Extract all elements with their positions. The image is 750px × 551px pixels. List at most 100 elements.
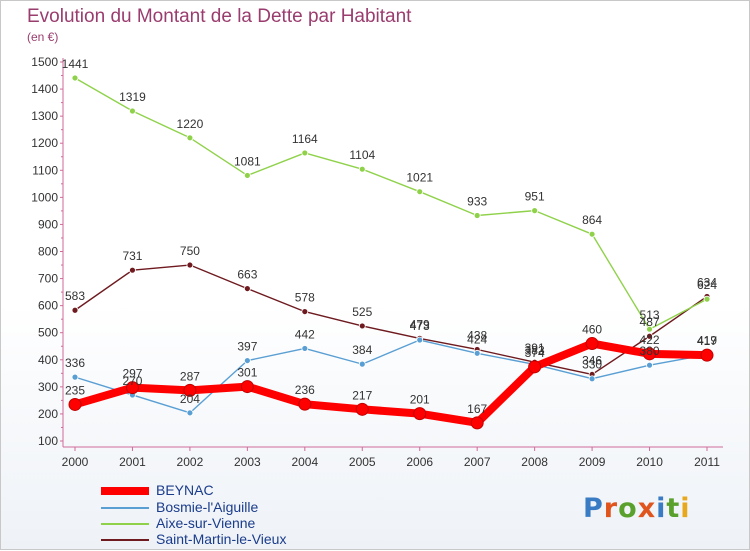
data-label-saint-martin-le-vieux: 346: [582, 353, 602, 367]
data-label-saint-martin-le-vieux: 634: [697, 275, 717, 289]
data-label-aixe-sur-vienne: 864: [582, 213, 602, 227]
data-point-beynac: [528, 360, 542, 374]
x-tick-label: 2003: [234, 455, 261, 469]
data-label-beynac: 374: [525, 346, 545, 360]
data-point-bosmie-l-aiguille: [358, 360, 366, 368]
data-label-beynac: 422: [640, 333, 660, 347]
data-label-aixe-sur-vienne: 1164: [292, 132, 318, 146]
data-point-bosmie-l-aiguille: [301, 345, 309, 352]
data-label-bosmie-l-aiguille: 384: [352, 343, 372, 357]
data-point-beynac: [298, 397, 312, 411]
data-label-bosmie-l-aiguille: 336: [65, 356, 85, 370]
data-label-bosmie-l-aiguille: 442: [295, 327, 315, 341]
data-point-aixe-sur-vienne: [646, 325, 653, 333]
data-label-saint-martin-le-vieux: 583: [65, 289, 85, 303]
data-label-beynac: 217: [352, 388, 372, 402]
data-label-aixe-sur-vienne: 933: [467, 194, 487, 208]
y-tick-label: 100: [38, 434, 58, 448]
data-point-bosmie-l-aiguille: [243, 357, 251, 364]
series-line-aixe-sur-vienne: [74, 77, 708, 330]
data-label-saint-martin-le-vieux: 750: [180, 244, 200, 258]
y-tick-label: 200: [38, 407, 58, 421]
legend-swatch-beynac: [101, 487, 149, 495]
data-point-aixe-sur-vienne: [473, 212, 481, 219]
data-point-beynac: [413, 407, 427, 421]
data-label-saint-martin-le-vieux: 578: [295, 291, 315, 305]
data-label-aixe-sur-vienne: 1104: [349, 148, 375, 162]
data-label-aixe-sur-vienne: 951: [525, 190, 545, 204]
x-tick-label: 2002: [177, 455, 204, 469]
series-line-bosmie-l-aiguille: [74, 339, 708, 414]
x-tick-label: 2004: [291, 455, 318, 469]
data-point-saint-martin-le-vieux: [186, 261, 194, 269]
data-label-beynac: 297: [122, 367, 142, 381]
data-point-saint-martin-le-vieux: [243, 285, 251, 292]
data-label-aixe-sur-vienne: 1021: [406, 171, 433, 185]
data-label-aixe-sur-vienne: 1220: [177, 117, 204, 131]
data-point-aixe-sur-vienne: [243, 172, 251, 179]
x-tick-label: 2008: [521, 455, 548, 469]
data-point-beynac: [68, 397, 82, 411]
y-tick-label: 700: [38, 272, 58, 286]
y-tick-label: 500: [38, 326, 58, 340]
data-point-beynac: [585, 337, 599, 351]
data-point-bosmie-l-aiguille: [416, 336, 424, 344]
data-label-beynac: 167: [467, 402, 487, 416]
x-tick-label: 2005: [349, 455, 376, 469]
x-tick-label: 2000: [62, 455, 89, 469]
y-tick-label: 300: [38, 380, 58, 394]
y-tick-label: 1400: [31, 82, 58, 96]
legend-label-beynac: BEYNAC: [156, 482, 214, 498]
data-point-beynac: [643, 347, 657, 361]
data-point-aixe-sur-vienne: [703, 295, 711, 303]
data-label-bosmie-l-aiguille: 380: [640, 344, 660, 358]
series-layer: [68, 74, 714, 430]
legend-label-aixe: Aixe-sur-Vienne: [156, 515, 256, 531]
data-point-bosmie-l-aiguille: [186, 409, 194, 417]
data-label-aixe-sur-vienne: 1081: [234, 154, 261, 168]
x-tick-label: 2011: [694, 455, 720, 469]
data-label-aixe-sur-vienne: 1319: [119, 90, 146, 104]
data-point-beynac: [355, 402, 369, 416]
y-tick-label: 1000: [31, 190, 58, 204]
data-label-bosmie-l-aiguille: 383: [525, 343, 545, 357]
data-point-saint-martin-le-vieux: [71, 306, 79, 314]
legend-swatch-saint-martin: [101, 539, 149, 541]
data-point-bosmie-l-aiguille: [646, 361, 653, 369]
data-point-aixe-sur-vienne: [301, 149, 309, 157]
data-label-beynac: 287: [180, 369, 200, 383]
data-point-beynac: [183, 383, 197, 397]
data-label-saint-martin-le-vieux: 663: [237, 268, 257, 282]
data-point-aixe-sur-vienne: [71, 74, 79, 82]
chart-title: Evolution du Montant de la Dette par Hab…: [27, 6, 412, 27]
data-point-beynac: [700, 348, 714, 362]
data-label-bosmie-l-aiguille: 397: [237, 340, 257, 354]
data-point-saint-martin-le-vieux: [129, 266, 136, 274]
legend-swatch-bosmie: [101, 507, 149, 509]
y-tick-label: 1300: [31, 109, 58, 123]
x-tick-label: 2006: [406, 455, 433, 469]
data-point-saint-martin-le-vieux: [646, 332, 653, 340]
data-point-aixe-sur-vienne: [129, 107, 136, 115]
chart-subtitle: (en €): [27, 30, 59, 44]
y-tick-label: 1500: [31, 55, 58, 69]
data-point-beynac: [470, 416, 484, 430]
data-label-aixe-sur-vienne: 513: [640, 308, 660, 322]
data-label-beynac: 417: [697, 334, 717, 348]
x-tick-label: 2001: [119, 455, 146, 469]
data-label-bosmie-l-aiguille: 330: [582, 358, 602, 372]
data-label-saint-martin-le-vieux: 479: [410, 317, 430, 331]
data-label-aixe-sur-vienne: 624: [697, 278, 717, 292]
data-label-bosmie-l-aiguille: 473: [410, 319, 430, 333]
x-tick-label: 2010: [636, 455, 663, 469]
data-label-aixe-sur-vienne: 1441: [62, 57, 89, 71]
legend-swatch-aixe: [101, 523, 149, 525]
y-tick-label: 1200: [31, 136, 58, 150]
data-label-saint-martin-le-vieux: 731: [122, 249, 142, 263]
data-label-saint-martin-le-vieux: 525: [352, 305, 372, 319]
y-tick-label: 600: [38, 299, 58, 313]
data-point-bosmie-l-aiguille: [71, 373, 79, 381]
data-point-aixe-sur-vienne: [531, 207, 539, 215]
y-tick-label: 400: [38, 353, 58, 367]
